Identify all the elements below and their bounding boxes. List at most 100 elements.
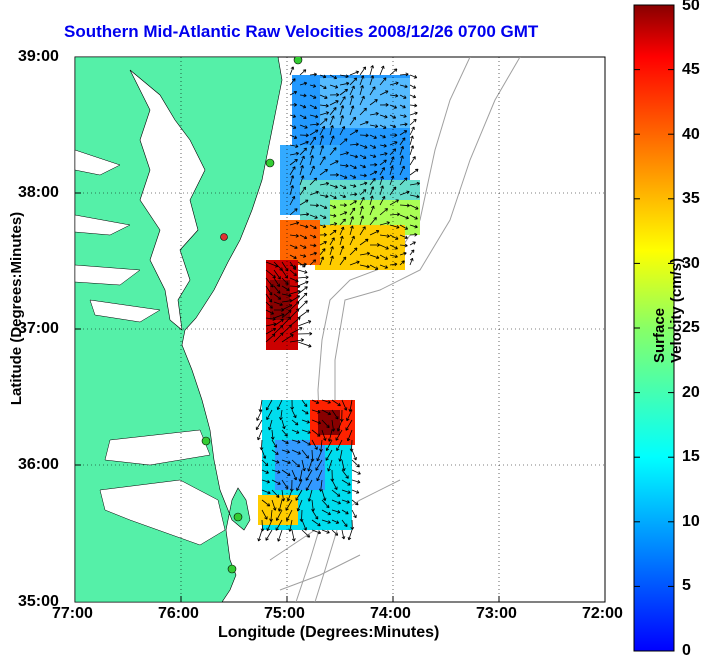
velocity-arrow xyxy=(321,529,330,534)
velocity-arrow xyxy=(261,479,270,484)
colorbar-tick-label: 30 xyxy=(682,255,700,272)
velocity-arrow xyxy=(399,177,408,186)
velocity-arrow xyxy=(349,225,354,236)
velocity-arrow xyxy=(349,105,355,116)
velocity-arrow xyxy=(319,84,327,89)
velocity-arrow xyxy=(359,164,366,169)
lat-tick-label: 35:00 xyxy=(18,593,59,610)
velocity-arrow xyxy=(281,304,293,311)
velocity-arrow xyxy=(273,318,284,327)
velocity-arrow xyxy=(321,499,330,509)
velocity-arrow xyxy=(339,126,346,136)
velocity-arrow xyxy=(281,469,291,476)
velocity-arrow xyxy=(271,449,279,455)
velocity-arrow xyxy=(289,289,301,295)
velocity-arrow xyxy=(261,449,267,459)
velocity-arrow xyxy=(389,114,397,119)
velocity-arrow xyxy=(399,260,405,266)
velocity-arrow xyxy=(281,479,289,490)
velocity-arrow xyxy=(319,168,328,176)
velocity-arrow xyxy=(289,301,300,311)
velocity-arrow xyxy=(289,151,299,156)
velocity-arrow xyxy=(339,105,345,116)
velocity-arrow xyxy=(311,429,321,437)
velocity-arrow xyxy=(339,245,345,256)
velocity-arrow xyxy=(351,449,357,461)
lat-tick-label: 38:00 xyxy=(18,184,59,201)
velocity-arrow xyxy=(311,529,322,535)
velocity-arrow xyxy=(399,104,406,109)
velocity-arrow xyxy=(299,212,310,217)
velocity-arrow xyxy=(297,300,308,311)
velocity-arrow xyxy=(325,449,333,461)
velocity-arrow xyxy=(409,241,416,246)
velocity-arrow xyxy=(369,124,379,128)
velocity-arrow xyxy=(399,137,406,146)
velocity-arrow xyxy=(331,509,341,514)
velocity-arrow xyxy=(299,114,307,119)
velocity-arrow xyxy=(349,154,359,159)
velocity-arrow xyxy=(339,184,347,189)
velocity-arrow xyxy=(389,254,398,259)
velocity-arrow xyxy=(276,399,283,411)
velocity-arrow xyxy=(359,226,366,236)
velocity-arrow xyxy=(289,338,304,343)
velocity-arrow xyxy=(409,111,418,116)
velocity-arrow xyxy=(409,84,417,89)
velocity-arrow xyxy=(349,192,358,197)
velocity-arrow xyxy=(336,439,343,451)
station-marker xyxy=(227,564,237,574)
velocity-arrow xyxy=(379,152,388,156)
velocity-arrow xyxy=(409,126,415,136)
velocity-arrow xyxy=(319,125,326,136)
velocity-arrow xyxy=(349,164,357,169)
velocity-arrow xyxy=(275,519,283,531)
velocity-arrow xyxy=(318,479,323,492)
colorbar-tick-label: 40 xyxy=(682,126,700,143)
velocity-arrow xyxy=(289,316,301,327)
velocity-arrow xyxy=(399,145,405,156)
velocity-arrow xyxy=(389,244,398,250)
velocity-arrow xyxy=(346,409,353,422)
land-mass xyxy=(75,57,283,602)
velocity-arrow xyxy=(379,90,389,96)
velocity-arrow xyxy=(329,204,337,209)
velocity-arrow xyxy=(321,509,331,516)
velocity-arrow xyxy=(289,269,297,277)
velocity-arrow xyxy=(290,399,295,410)
velocity-arrow xyxy=(389,224,400,229)
chesapeake-bay xyxy=(129,69,206,331)
velocity-arrow xyxy=(369,230,380,236)
velocity-arrow xyxy=(331,479,338,490)
velocity-arrow xyxy=(349,129,359,136)
velocity-arrow xyxy=(299,199,309,206)
velocity-arrow xyxy=(329,213,337,218)
velocity-arrow xyxy=(369,75,375,86)
velocity-arrow xyxy=(359,95,365,106)
velocity-arrow xyxy=(261,489,271,495)
velocity-arrow xyxy=(319,181,330,186)
velocity-arrow xyxy=(359,238,369,246)
velocity-arrow xyxy=(273,269,281,280)
x-axis-label: Longitude (Degrees:Minutes) xyxy=(218,624,440,641)
velocity-arrow xyxy=(301,439,311,446)
velocity-arrow xyxy=(261,499,271,507)
velocity-arrow xyxy=(369,243,381,247)
velocity-arrow xyxy=(289,308,300,319)
colorbar-tick-label: 45 xyxy=(682,61,700,78)
y-axis-label: Latitude (Degrees:Minutes) xyxy=(8,211,26,406)
velocity-arrow xyxy=(339,226,345,236)
velocity-arrow xyxy=(301,399,308,407)
velocity-arrow xyxy=(409,249,415,256)
velocity-arrow xyxy=(351,469,361,475)
velocity-arrow xyxy=(379,234,390,238)
velocity-arrow xyxy=(359,215,365,226)
velocity-arrow xyxy=(349,95,354,106)
velocity-arrow xyxy=(369,264,379,270)
velocity-arrow xyxy=(270,429,275,440)
velocity-arrow xyxy=(289,195,296,206)
colorbar-tick-label: 20 xyxy=(682,384,700,401)
velocity-arrow xyxy=(325,439,333,451)
velocity-arrow xyxy=(309,177,318,186)
velocity-arrow xyxy=(265,333,276,343)
